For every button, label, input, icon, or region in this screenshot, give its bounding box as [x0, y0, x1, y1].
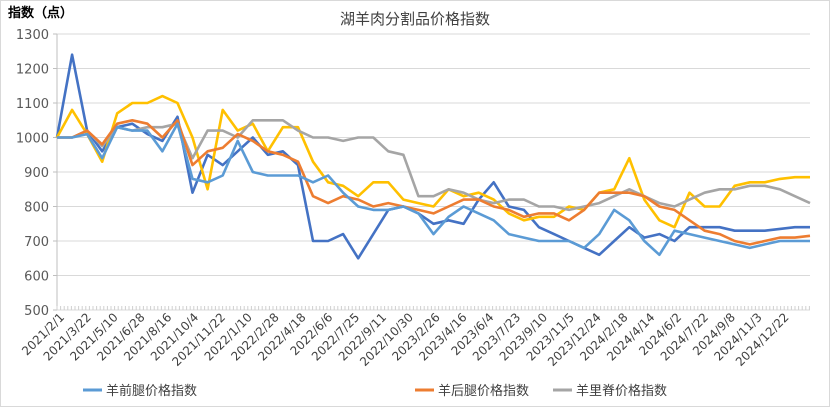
y-tick-label: 1100	[16, 97, 49, 112]
x-tick-labels: 2021/2/12021/3/222021/5/102021/6/282021/…	[19, 310, 792, 369]
y-tick-label: 700	[24, 235, 49, 250]
y-tick-label: 1200	[16, 63, 49, 78]
y-tick-label: 500	[24, 304, 49, 319]
y-tick-label: 1300	[16, 28, 49, 43]
chart-title: 湖羊肉分割品价格指数	[340, 10, 490, 28]
y-tick-label: 900	[24, 166, 49, 181]
series-line-2	[57, 119, 811, 212]
series-line-3	[57, 119, 811, 246]
grid	[53, 33, 810, 311]
y-tick-label: 800	[24, 201, 49, 216]
legend-label: 羊里脊价格指数	[576, 383, 667, 399]
series-line-0	[55, 53, 810, 260]
y-axis-label: 指数（点）	[8, 5, 73, 21]
y-tick-label: 600	[24, 270, 49, 285]
series-line-1	[55, 94, 810, 229]
legend-label: 羊后腿价格指数	[438, 383, 529, 399]
y-tick-label: 1000	[16, 132, 49, 147]
y-tick-labels: 500 600 700 800 900 1000 1100 1200 1300	[16, 28, 49, 319]
series-line-4	[57, 122, 810, 257]
x-ticks	[56, 306, 810, 310]
series-lines	[55, 53, 811, 260]
legend: 羊前腿价格指数 羊后腿价格指数 羊里脊价格指数	[83, 383, 667, 399]
legend-label: 羊前腿价格指数	[106, 383, 197, 399]
